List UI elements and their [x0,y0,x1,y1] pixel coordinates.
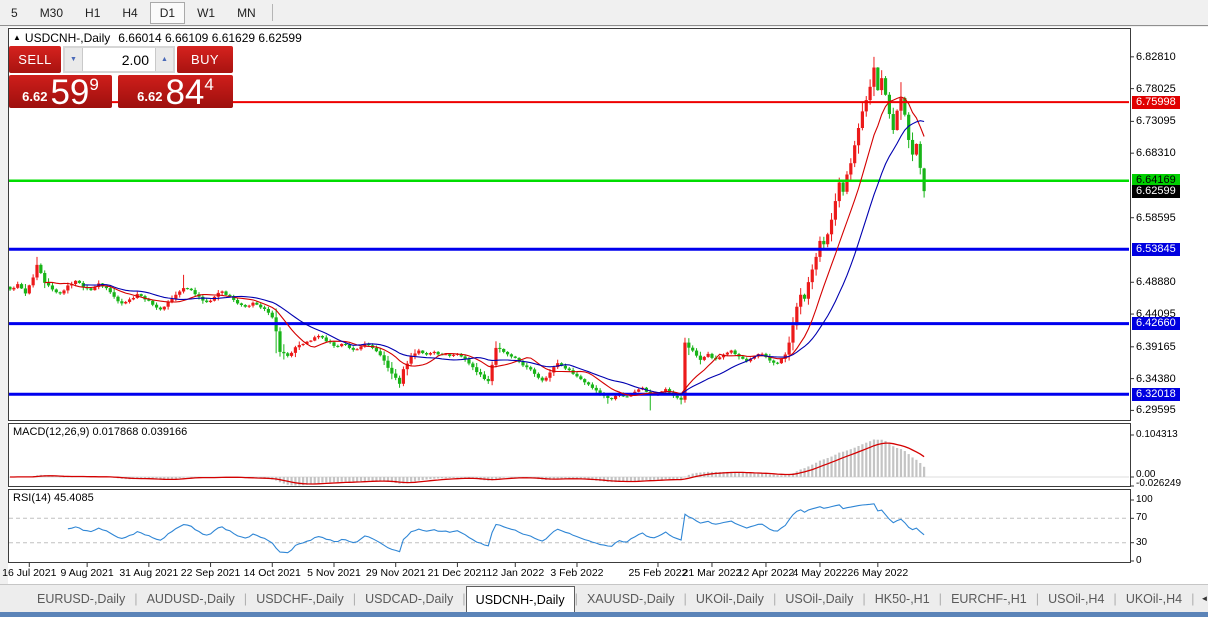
timeframe-toolbar: 5 M30 H1 H4 D1 W1 MN [0,0,1208,26]
tab-separator: | [1191,591,1195,606]
timeframe-button-5[interactable]: 5 [11,5,18,20]
tab-separator: | [574,591,578,606]
timeframe-button-M30[interactable]: M30 [39,5,64,20]
timeframe-button-W1[interactable]: W1 [197,5,216,20]
tab-separator: | [683,591,687,606]
tab-ukoil-h4[interactable]: UKOil-,H4 [1125,591,1183,606]
tab-separator: | [772,591,777,606]
timeframe-button-MN[interactable]: MN [237,5,256,20]
tab-usoil-daily[interactable]: USOil-,Daily [785,591,854,606]
toolbar-separator [271,4,273,21]
tab-separator: | [1035,591,1040,606]
chart-window [8,27,1208,584]
tab-ukoil-daily[interactable]: UKOil-,Daily [695,591,764,606]
timeframe-button-D1[interactable]: D1 [149,1,186,24]
tab-separator: | [1113,591,1117,606]
timeframe-button-H1[interactable]: H1 [85,5,101,20]
timeframe-button-H4[interactable]: H4 [122,5,138,20]
tab-separator: | [352,591,357,606]
tab-usoil-h4[interactable]: USOil-,H4 [1048,591,1105,606]
tab-separator: | [862,591,866,606]
tab-separator: | [938,591,943,606]
tab-audusd-daily[interactable]: AUDUSD-,Daily [146,591,235,606]
tab-eurusd-daily[interactable]: EURUSD-,Daily [37,591,126,606]
tab-separator: | [243,591,248,606]
tab-usdchf-daily[interactable]: USDCHF-,Daily [256,591,344,606]
tab-usdcad-daily[interactable]: USDCAD-,Daily [365,591,454,606]
tab-separator: | [134,591,138,606]
tab-hk50-h1[interactable]: HK50-,H1 [874,591,930,606]
tab-xauusd-daily[interactable]: XAUUSD-,Daily [586,591,675,606]
window-bottom-edge [0,612,1208,617]
tab-scroll-left-button[interactable]: ◄ [1200,594,1208,603]
tab-usdcnh-daily[interactable]: USDCNH-,Daily [465,586,575,612]
chart-tab-bar: EURUSD-,Daily | AUDUSD-,Daily | USDCHF-,Dail… [0,584,1208,612]
tab-eurchf-h1[interactable]: EURCHF-,H1 [951,591,1027,606]
tab-separator: | [462,591,466,606]
